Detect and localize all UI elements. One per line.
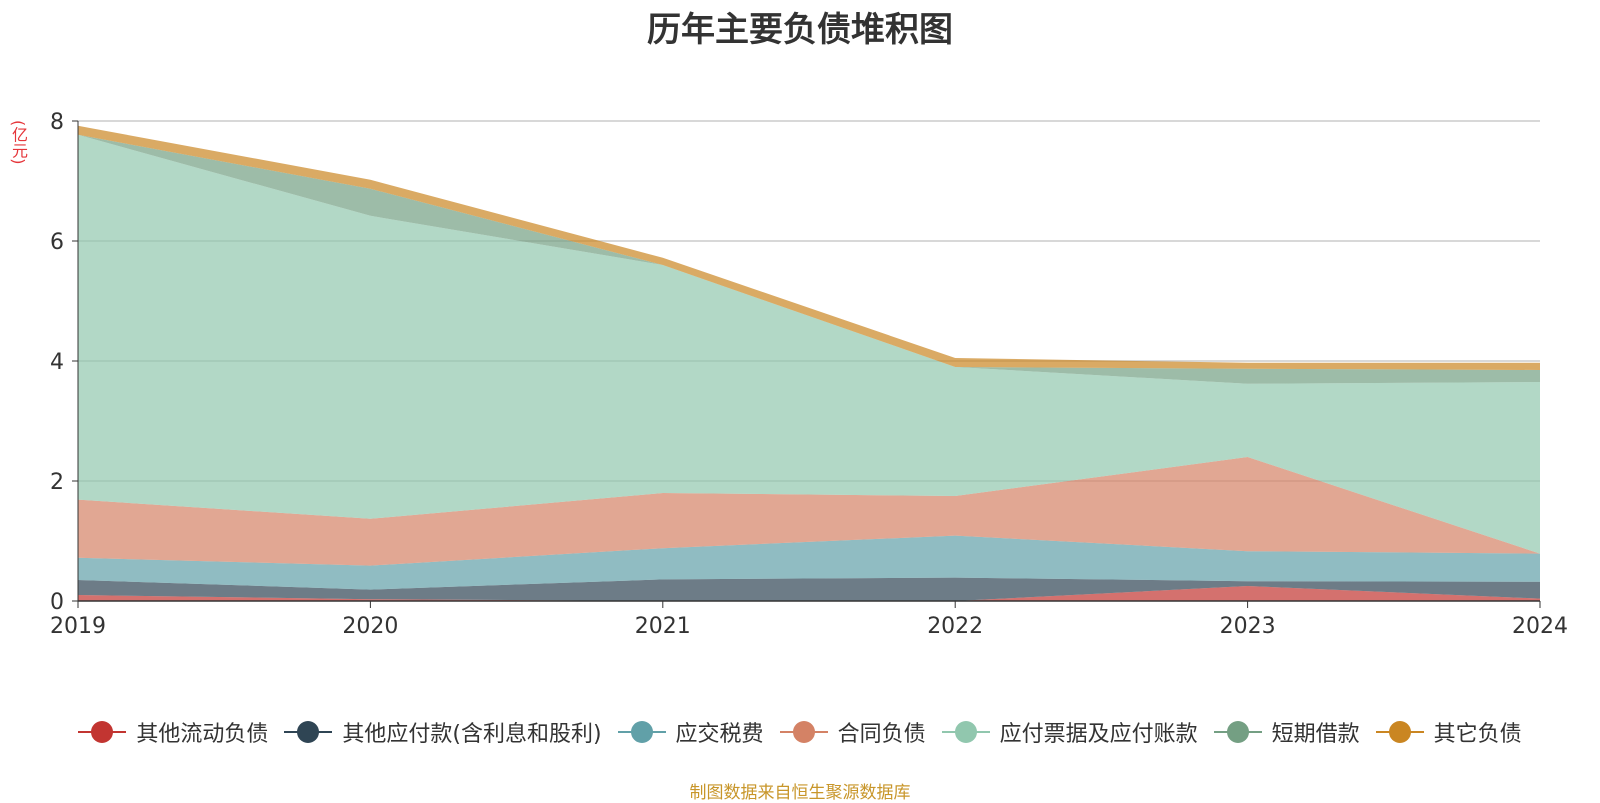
area-series-0 — [78, 586, 1540, 601]
x-tick-label: 2024 — [1512, 614, 1568, 639]
legend-label: 应交税费 — [675, 722, 764, 747]
y-tick-label: 0 — [50, 590, 64, 615]
x-tick-label: 2020 — [342, 614, 398, 639]
legend-label: 短期借款 — [1271, 722, 1360, 747]
legend-item[interactable]: 应交税费 — [617, 716, 764, 748]
legend-marker-icon — [1375, 720, 1424, 744]
legend-marker-icon — [284, 720, 333, 744]
area-series-1 — [78, 577, 1540, 601]
legend: 其他流动负债 其他应付款(含利息和股利) 应交税费 合同负债 应付票据及应付账款 短期借款… — [0, 716, 1600, 748]
legend-item[interactable]: 其他流动负债 — [78, 716, 268, 748]
legend-label: 应付票据及应付账款 — [999, 722, 1198, 747]
area-series-layer — [78, 125, 1540, 601]
y-tick-label: 4 — [50, 350, 64, 375]
y-tick-label: 8 — [50, 110, 64, 135]
chart-title: 历年主要负债堆积图 — [647, 10, 953, 50]
legend-marker-icon — [941, 720, 990, 744]
legend-marker-icon — [1213, 720, 1262, 744]
y-tick-label: 2 — [50, 470, 64, 495]
area-series-3 — [78, 457, 1540, 566]
x-tick-label: 2022 — [927, 614, 983, 639]
axes: 0 2 4 6 8 2019 2020 2021 2022 2023 2024 — [50, 110, 1568, 639]
legend-item[interactable]: 其它负债 — [1375, 716, 1522, 748]
source-note: 制图数据来自恒生聚源数据库 — [689, 783, 911, 803]
legend-label: 其他应付款(含利息和股利) — [342, 722, 602, 747]
x-tick-label: 2021 — [635, 614, 691, 639]
legend-marker-icon — [779, 720, 828, 744]
legend-label: 其它负债 — [1433, 722, 1522, 747]
y-tick-label: 6 — [50, 230, 64, 255]
legend-marker-icon — [78, 720, 127, 744]
x-tick-label: 2023 — [1220, 614, 1276, 639]
legend-item[interactable]: 应付票据及应付账款 — [941, 716, 1198, 748]
y-axis-unit-label: (亿元) — [9, 120, 28, 165]
legend-marker-icon — [617, 720, 666, 744]
legend-label: 其他流动负债 — [136, 722, 269, 747]
area-series-2 — [78, 535, 1540, 590]
x-tick-label: 2019 — [50, 614, 106, 639]
area-series-4 — [78, 134, 1540, 554]
legend-label: 合同负债 — [837, 722, 926, 747]
legend-item[interactable]: 短期借款 — [1213, 716, 1360, 748]
legend-item[interactable]: 其他应付款(含利息和股利) — [284, 716, 602, 748]
legend-item[interactable]: 合同负债 — [779, 716, 926, 748]
